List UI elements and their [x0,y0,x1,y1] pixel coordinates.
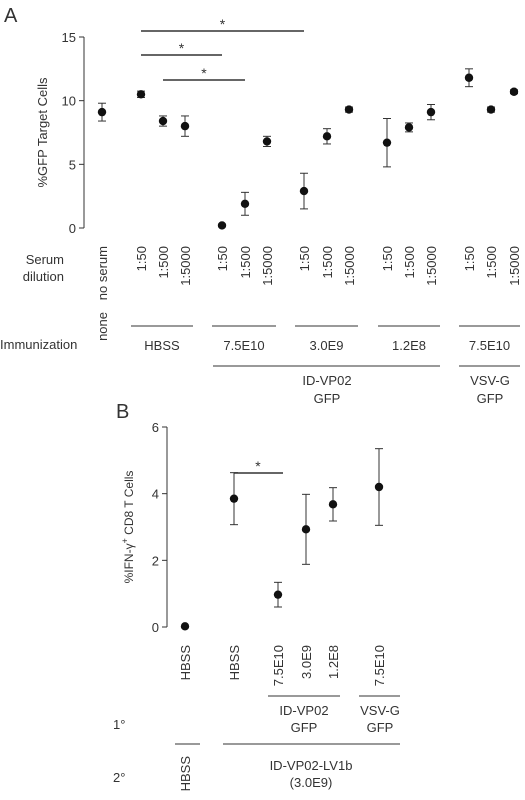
b-secondary-label: 2° [113,770,125,785]
a-data-point [509,87,519,96]
b-category-label: 7.5E10 [271,645,286,686]
a-category-label: 1:500 [320,246,335,279]
a-data-point [262,137,272,146]
b-significance-star: * [255,458,261,474]
a-category-label: no serum [95,246,110,300]
a-data-point [158,116,168,126]
a-group-label: 3.0E9 [310,338,344,353]
a-data-point [322,132,332,141]
panel-label-b: B [116,401,129,423]
b-primary-group-label: GFP [367,720,394,735]
b-data-point [374,482,384,492]
b-data-point [273,590,283,599]
panel-label-a: A [4,5,18,27]
a-data-point [382,138,392,147]
a-category-label: 1:50 [380,246,395,271]
a-data-point [404,123,414,132]
a-data-point [97,107,107,117]
a-y-tick-label: 0 [69,221,76,236]
a-data-point [464,73,474,82]
a-group-label: 1.2E8 [392,338,426,353]
a-data-point [136,90,146,99]
b-secondary-group-label: (3.0E9) [290,775,333,790]
a-category-label: 1:500 [402,246,417,279]
b-y-tick-label: 6 [152,420,159,435]
b-category-label: 1.2E8 [326,645,341,679]
b-y-axis-label: %IFN-γ+ CD8 T Cells [120,471,136,584]
b-category-label: 3.0E9 [299,645,314,679]
a-category-label: 1:50 [462,246,477,271]
a-category-label: 1:50 [297,246,312,271]
b-category-label: HBSS [178,645,193,681]
a-y-tick-label: 15 [62,30,76,45]
b-secondary-group-label: HBSS [178,756,193,792]
a-y-tick-label: 5 [69,157,76,172]
a-row-label-dilution: dilution [23,269,64,284]
b-y-tick-label: 4 [152,487,159,502]
a-data-point [299,186,309,196]
a-row-label-serum: Serum [26,252,64,267]
a-group-label: 7.5E10 [469,338,510,353]
a-category-label: 1:5000 [342,246,357,286]
b-secondary-group-label: ID-VP02-LV1b [270,758,353,773]
b-y-axis-label-main: %IFN- [122,549,136,583]
a-category-label: 1:500 [156,246,171,279]
b-data-point [180,622,190,631]
b-data-point [328,500,338,509]
a-supergroup-label: GFP [477,391,504,406]
b-primary-group-label: VSV-G [360,703,400,718]
a-category-label: 1:5000 [507,246,522,286]
b-primary-group-label: ID-VP02 [279,703,328,718]
a-significance-star: * [220,16,226,32]
b-data-point [301,525,311,534]
a-significance-star: * [201,65,207,81]
b-category-label: HBSS [227,645,242,681]
a-category-label: 1:50 [134,246,149,271]
a-data-point [240,199,250,209]
b-y-tick-label: 0 [152,620,159,635]
b-y-axis-label-gamma: γ [122,543,136,549]
a-category-label: 1:5000 [260,246,275,286]
a-y-axis-label: %GFP Target Cells [35,77,50,188]
b-category-label: 7.5E10 [372,645,387,686]
b-data-point [229,494,239,503]
a-category-label: 1:50 [215,246,230,271]
a-data-point [486,105,496,114]
b-y-axis-label-tail: CD8 T Cells [122,471,136,539]
a-data-point [344,105,354,114]
a-data-point [180,121,190,131]
b-y-tick-label: 2 [152,553,159,568]
a-category-label: 1:5000 [424,246,439,286]
a-supergroup-label: GFP [314,391,341,406]
a-category-label: 1:500 [484,246,499,279]
a-category-label: 1:500 [238,246,253,279]
a-supergroup-label: VSV-G [470,373,510,388]
a-data-point [217,221,227,230]
a-data-point [426,107,436,117]
a-group-label: HBSS [144,338,180,353]
b-y-axis-label-sup: + [120,538,130,543]
b-primary-group-label: GFP [291,720,318,735]
a-group-label: 7.5E10 [223,338,264,353]
a-category-label: 1:5000 [178,246,193,286]
a-y-tick-label: 10 [62,94,76,109]
a-supergroup-label: ID-VP02 [302,373,351,388]
b-primary-label: 1° [113,717,125,732]
a-group-label: none [95,312,110,341]
a-row-label-immunization: Immunization [0,337,77,352]
a-significance-star: * [179,40,185,56]
